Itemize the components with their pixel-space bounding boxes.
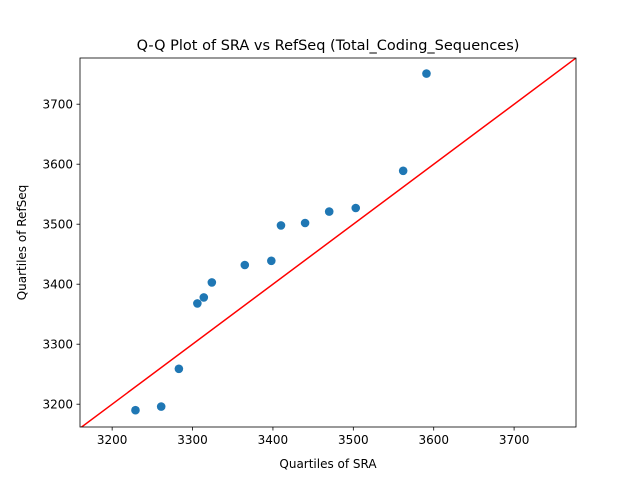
data-points-layer: [131, 69, 431, 415]
y-tick-label: 3700: [42, 98, 73, 112]
data-point: [199, 293, 209, 302]
x-axis-label: Quartiles of SRA: [279, 457, 377, 471]
reference-line: [80, 58, 576, 427]
x-tick-label: 3300: [177, 433, 208, 447]
x-tick-label: 3600: [418, 433, 449, 447]
y-tick-label: 3300: [42, 338, 73, 352]
y-tick-label: 3600: [42, 158, 73, 172]
chart-title: Q-Q Plot of SRA vs RefSeq (Total_Coding_…: [137, 38, 520, 54]
x-tick-label: 3700: [499, 433, 530, 447]
data-point: [324, 207, 334, 216]
x-tick-label: 3200: [97, 433, 128, 447]
y-tick-label: 3500: [42, 218, 73, 232]
data-point: [422, 69, 431, 78]
data-point: [267, 256, 276, 266]
data-point: [398, 166, 408, 176]
y-tick-label: 3200: [42, 398, 73, 412]
y-axis-label: Quartiles of RefSeq: [15, 185, 29, 301]
x-axis-ticks: 3200 3300 3400 3500 3600 3700: [97, 427, 529, 447]
x-tick-label: 3400: [258, 433, 289, 447]
x-tick-label: 3500: [338, 433, 369, 447]
data-point: [156, 402, 166, 411]
data-point: [351, 203, 361, 213]
data-point: [207, 278, 217, 287]
y-axis-ticks: 3200 3300 3400 3500 3600 3700: [42, 98, 80, 412]
data-point: [131, 405, 140, 415]
data-point: [300, 218, 310, 228]
y-tick-label: 3400: [42, 278, 73, 292]
data-point: [193, 299, 202, 308]
reference-line-layer: [80, 58, 576, 427]
data-point: [240, 260, 250, 270]
plot-area-frame: [79, 57, 577, 428]
data-point: [174, 364, 184, 374]
data-point: [276, 221, 286, 230]
